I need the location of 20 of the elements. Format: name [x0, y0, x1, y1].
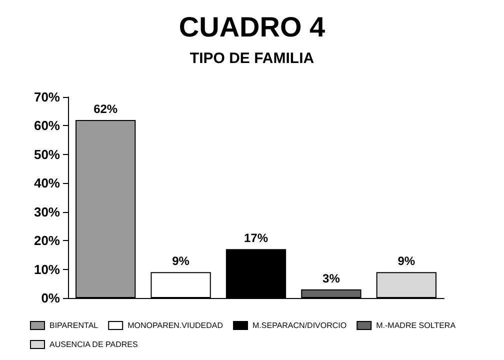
- y-tick-label: 0%: [41, 290, 60, 306]
- y-tick-label: 20%: [34, 233, 60, 248]
- y-tick-label: 70%: [34, 90, 60, 104]
- y-tick-label: 30%: [34, 204, 60, 220]
- y-tick-label: 50%: [34, 146, 60, 162]
- data-label: 9%: [172, 254, 190, 268]
- chart-subtitle: TIPO DE FAMILIA: [190, 50, 314, 67]
- legend-label: M.SEPARACN/DIVORCIO: [252, 321, 347, 330]
- chart-title: CUADRO 4: [178, 12, 326, 42]
- y-tick-label: 60%: [34, 118, 60, 134]
- y-tick-label: 40%: [34, 176, 60, 191]
- legend-label: MONOPAREN.VIUDEDAD: [128, 321, 224, 330]
- y-tick-label: 10%: [34, 262, 60, 277]
- data-label: 17%: [244, 231, 268, 246]
- data-label: 3%: [322, 271, 340, 286]
- legend-label: AUSENCIA DE PADRES: [50, 340, 138, 349]
- legend-label: BIPARENTAL: [50, 321, 99, 330]
- data-label: 62%: [94, 102, 118, 116]
- data-label: 9%: [398, 254, 416, 268]
- legend-label: M.-MADRE SOLTERA: [376, 321, 456, 330]
